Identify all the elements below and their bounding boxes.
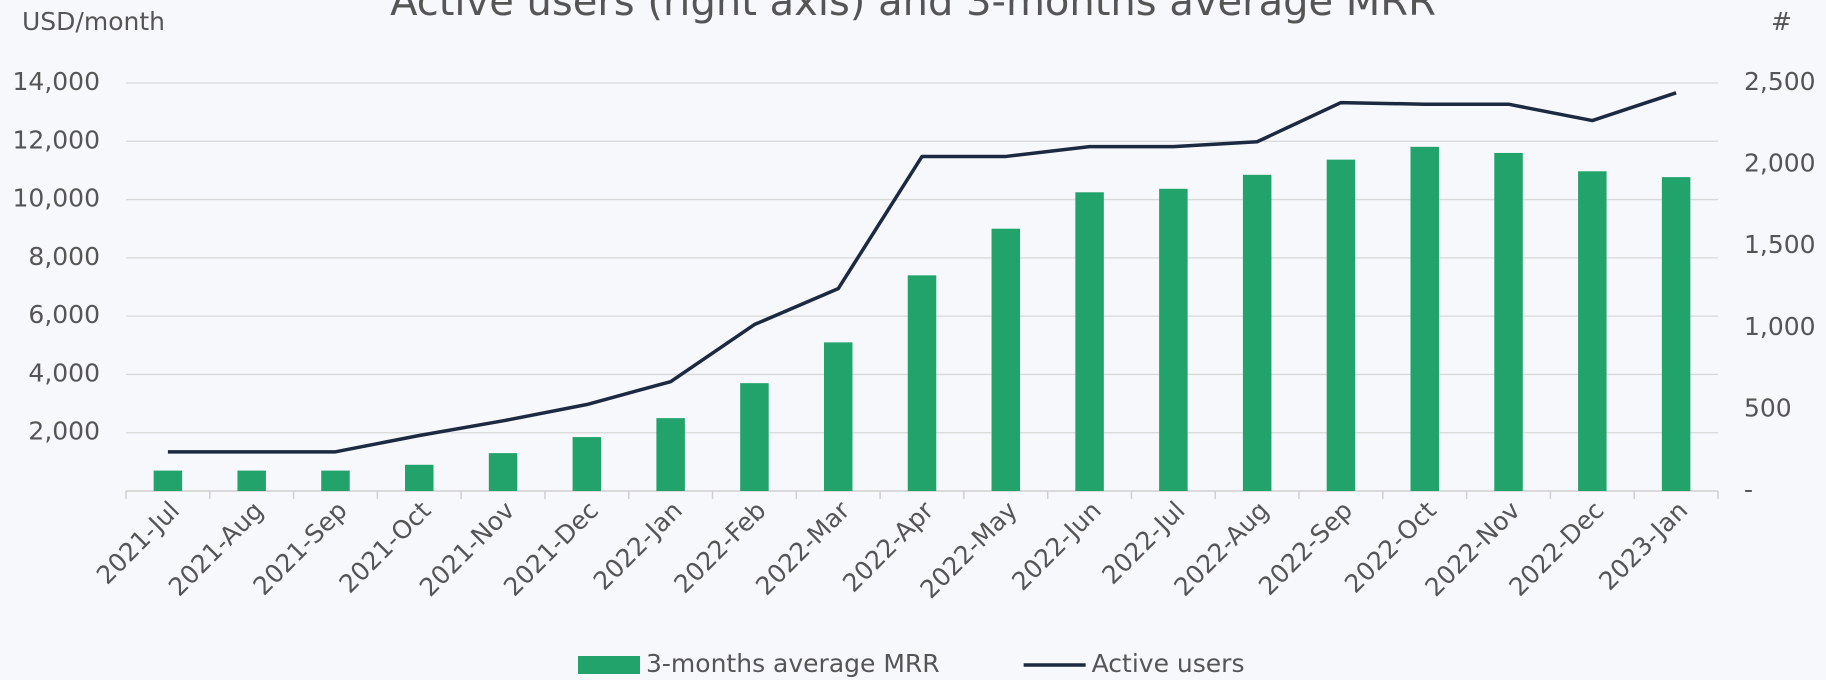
bar	[907, 275, 937, 491]
bar	[153, 470, 183, 491]
y-tick-label: 8,000	[28, 242, 100, 271]
y2-tick-label: 2,000	[1744, 149, 1816, 178]
bar	[1578, 171, 1607, 491]
bar	[740, 383, 769, 491]
bar	[237, 470, 266, 491]
y2-tick-label: 2,500	[1744, 67, 1816, 96]
bar	[823, 342, 853, 491]
y-tick-label: 6,000	[28, 300, 100, 329]
y2-axis-label: #	[1771, 7, 1792, 36]
y2-tick-label: -	[1744, 475, 1753, 504]
y-axis-label: USD/month	[22, 7, 165, 36]
bar	[1494, 152, 1523, 491]
bar	[1242, 174, 1272, 492]
y-tick-label: 10,000	[13, 184, 100, 213]
bar	[1159, 188, 1188, 491]
x-tick-label: 2023-Jan	[1593, 496, 1693, 596]
bar	[321, 470, 350, 491]
bar	[488, 453, 518, 491]
y2-tick-label: 500	[1744, 393, 1792, 422]
line	[167, 91, 1677, 454]
bar	[1661, 177, 1691, 492]
y-tick-label: 2,000	[28, 417, 100, 446]
bar	[405, 464, 434, 491]
y-tick-label: 4,000	[28, 358, 100, 387]
chart-title: Active users (right axis) and 3-months a…	[390, 0, 1436, 25]
bar	[1410, 146, 1439, 491]
bar	[572, 437, 602, 491]
bar	[656, 418, 685, 491]
y-tick-label: 14,000	[13, 67, 100, 96]
legend-swatch	[578, 656, 640, 674]
y2-tick-label: 1,000	[1744, 312, 1816, 341]
y-tick-label: 12,000	[13, 125, 100, 154]
y2-tick-label: 1,500	[1744, 230, 1816, 259]
bar	[991, 228, 1021, 491]
legend-label: 3-months average MRR	[646, 649, 940, 678]
bar	[1075, 192, 1104, 492]
legend-label: Active users	[1092, 649, 1245, 678]
x-tick-label: 2022-Jun	[1006, 496, 1106, 596]
bar	[1326, 159, 1356, 491]
